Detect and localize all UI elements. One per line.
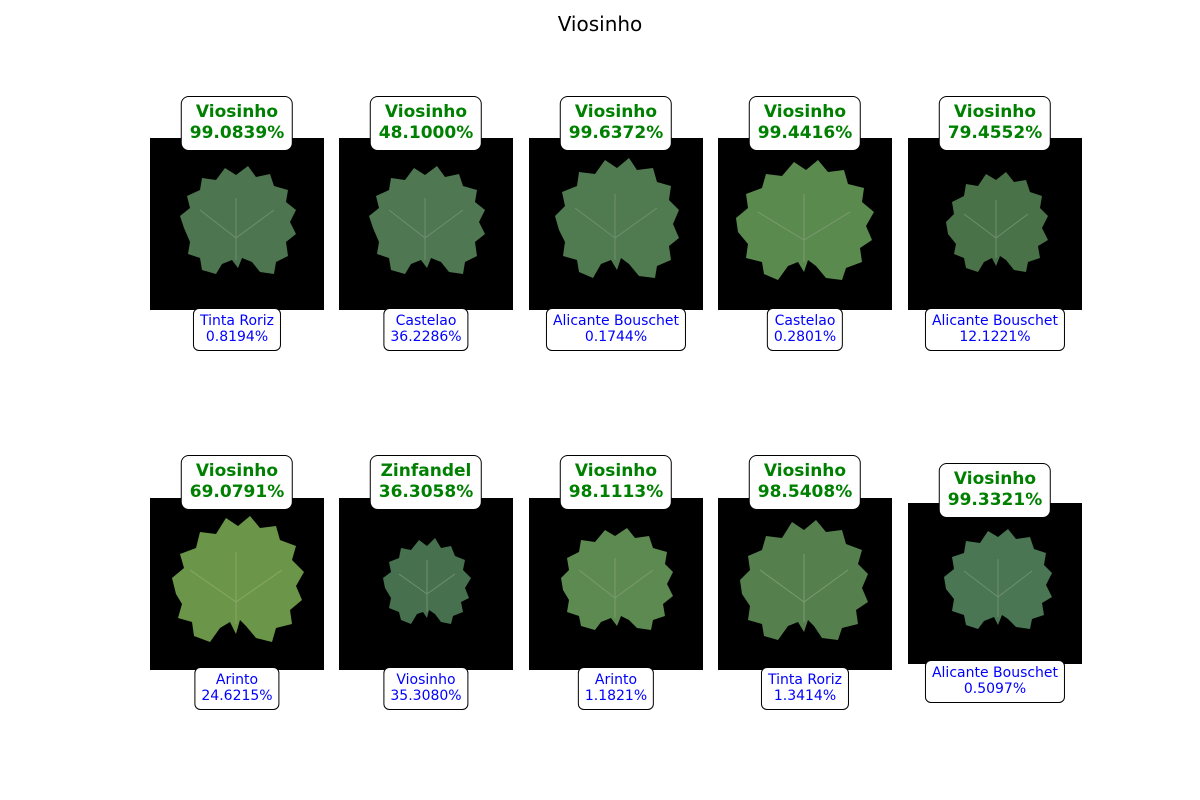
prediction-box: Zinfandel 36.3058%: [369, 455, 483, 510]
alternative-variety: Tinta Roriz: [199, 313, 275, 329]
prediction-box: Viosinho 99.0839%: [180, 96, 294, 151]
predicted-variety: Viosinho: [953, 469, 1037, 489]
leaf-icon: [369, 166, 485, 274]
alternative-variety: Alicante Bouschet: [931, 665, 1059, 681]
leaf-card: Viosinho 98.5408% Tinta Roriz 1.3414%: [718, 455, 892, 715]
leaf-image: [529, 138, 703, 310]
alternative-box: Castelao 36.2286%: [383, 308, 469, 351]
predicted-variety: Viosinho: [763, 461, 847, 481]
alternative-variety: Alicante Bouschet: [552, 313, 680, 329]
predicted-probability: 98.5408%: [757, 482, 853, 502]
leaf-image: [908, 503, 1082, 664]
alternative-probability: 12.1221%: [959, 329, 1031, 345]
leaf-card: Viosinho 79.4552% Alicante Bouschet 12.1…: [908, 96, 1082, 356]
predicted-variety: Viosinho: [195, 461, 279, 481]
leaf-icon: [946, 172, 1048, 272]
predicted-probability: 69.0791%: [189, 482, 285, 502]
predicted-probability: 99.6372%: [568, 123, 664, 143]
alternative-probability: 1.3414%: [773, 688, 837, 704]
leaf-icon: [736, 160, 874, 280]
leaf-icon: [555, 158, 679, 278]
predicted-probability: 36.3058%: [378, 482, 474, 502]
alternative-probability: 24.6215%: [201, 688, 273, 704]
alternative-box: Arinto 24.6215%: [194, 667, 280, 710]
alternative-probability: 0.5097%: [963, 681, 1027, 697]
leaf-image: [718, 498, 892, 670]
prediction-box: Viosinho 99.3321%: [938, 463, 1052, 518]
alternative-box: Alicante Bouschet 0.1744%: [545, 308, 687, 351]
predicted-variety: Viosinho: [574, 461, 658, 481]
predicted-variety: Viosinho: [763, 102, 847, 122]
alternative-probability: 0.2801%: [773, 329, 837, 345]
prediction-box: Viosinho 98.1113%: [559, 455, 673, 510]
leaf-image: [339, 138, 513, 310]
predicted-variety: Viosinho: [384, 102, 468, 122]
alternative-box: Arinto 1.1821%: [577, 667, 655, 710]
leaf-card: Viosinho 69.0791% Arinto 24.6215%: [150, 455, 324, 715]
leaf-image: [529, 498, 703, 670]
alternative-variety: Arinto: [594, 672, 638, 688]
predicted-probability: 98.1113%: [568, 482, 664, 502]
alternative-variety: Castelao: [774, 313, 836, 329]
leaf-image: [150, 138, 324, 310]
leaf-icon: [944, 529, 1052, 629]
alternative-box: Tinta Roriz 0.8194%: [192, 308, 282, 351]
alternative-variety: Viosinho: [396, 672, 456, 688]
leaf-card: Viosinho 99.4416% Castelao 0.2801%: [718, 96, 892, 356]
alternative-variety: Castelao: [395, 313, 457, 329]
leaf-icon: [561, 528, 673, 630]
predicted-probability: 99.3321%: [947, 490, 1043, 510]
alternative-box: Castelao 0.2801%: [766, 308, 844, 351]
predicted-probability: 99.0839%: [189, 123, 285, 143]
predicted-probability: 79.4552%: [947, 123, 1043, 143]
leaf-image: [718, 138, 892, 310]
leaf-image: [150, 498, 324, 670]
alternative-probability: 0.8194%: [205, 329, 269, 345]
leaf-card: Zinfandel 36.3058% Viosinho 35.3080%: [339, 455, 513, 715]
alternative-variety: Arinto: [215, 672, 259, 688]
leaf-card: Viosinho 99.6372% Alicante Bouschet 0.17…: [529, 96, 703, 356]
predicted-probability: 99.4416%: [757, 123, 853, 143]
prediction-box: Viosinho 79.4552%: [938, 96, 1052, 151]
leaf-image: [339, 498, 513, 670]
leaf-card: Viosinho 48.1000% Castelao 36.2286%: [339, 96, 513, 356]
alternative-box: Alicante Bouschet 12.1221%: [924, 308, 1066, 351]
predicted-probability: 48.1000%: [378, 123, 474, 143]
predicted-variety: Zinfandel: [380, 461, 472, 481]
alternative-box: Tinta Roriz 1.3414%: [760, 667, 850, 710]
leaf-icon: [180, 166, 296, 274]
prediction-box: Viosinho 69.0791%: [180, 455, 294, 510]
leaf-icon: [172, 516, 304, 642]
alternative-probability: 36.2286%: [390, 329, 462, 345]
prediction-box: Viosinho 99.4416%: [748, 96, 862, 151]
predicted-variety: Viosinho: [953, 102, 1037, 122]
prediction-box: Viosinho 48.1000%: [369, 96, 483, 151]
predicted-variety: Viosinho: [195, 102, 279, 122]
alternative-variety: Alicante Bouschet: [931, 313, 1059, 329]
leaf-card: Viosinho 99.0839% Tinta Roriz 0.8194%: [150, 96, 324, 356]
alternative-probability: 1.1821%: [584, 688, 648, 704]
leaf-icon: [740, 520, 868, 640]
prediction-box: Viosinho 99.6372%: [559, 96, 673, 151]
alternative-probability: 35.3080%: [390, 688, 462, 704]
prediction-box: Viosinho 98.5408%: [748, 455, 862, 510]
leaf-image: [908, 138, 1082, 310]
leaf-card: Viosinho 98.1113% Arinto 1.1821%: [529, 455, 703, 715]
leaf-card: Viosinho 99.3321% Alicante Bouschet 0.50…: [908, 463, 1082, 708]
alternative-box: Viosinho 35.3080%: [383, 667, 469, 710]
alternative-box: Alicante Bouschet 0.5097%: [924, 660, 1066, 703]
predicted-variety: Viosinho: [574, 102, 658, 122]
leaf-icon: [383, 538, 471, 624]
figure-title: Viosinho: [557, 12, 643, 36]
alternative-probability: 0.1744%: [584, 329, 648, 345]
alternative-variety: Tinta Roriz: [767, 672, 843, 688]
